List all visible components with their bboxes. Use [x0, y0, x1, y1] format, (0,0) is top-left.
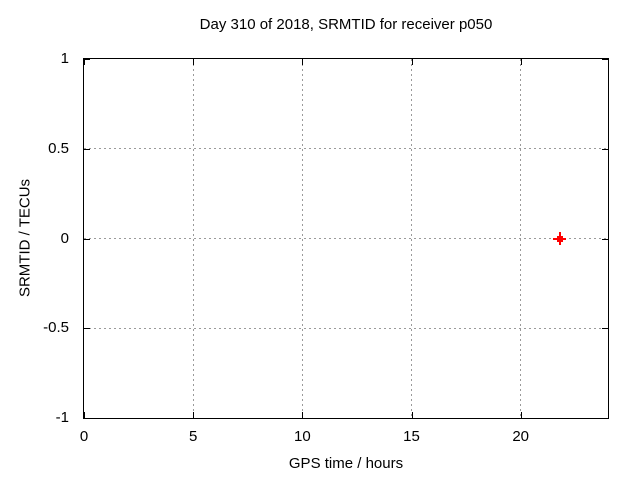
y-tick-mark — [84, 148, 90, 150]
y-tick-mark — [84, 328, 90, 330]
x-tick-mark — [520, 412, 522, 418]
x-tick-mark — [84, 59, 85, 65]
y-tick-label: 1 — [60, 50, 69, 67]
x-tick-mark — [193, 412, 195, 418]
gridline-horizontal — [84, 238, 608, 239]
y-tick-mark — [602, 148, 608, 150]
gridline-horizontal — [84, 327, 608, 329]
y-tick-mark — [602, 238, 608, 240]
plot-area — [83, 58, 609, 419]
y-tick-label: 0 — [60, 229, 69, 247]
x-tick-mark — [302, 412, 304, 418]
y-tick-label: -1 — [55, 409, 69, 426]
x-tick-label: 20 — [512, 428, 529, 445]
x-axis-label: GPS time / hours — [288, 455, 404, 472]
x-tick-label: 10 — [293, 428, 311, 445]
x-tick-label: 0 — [79, 428, 89, 445]
x-tick-mark — [411, 59, 413, 65]
y-tick-mark — [84, 418, 90, 419]
x-tick-mark — [520, 59, 522, 65]
x-tick-mark — [193, 59, 195, 65]
x-tick-mark — [84, 412, 85, 418]
y-tick-mark — [602, 418, 608, 419]
y-tick-mark — [84, 238, 90, 240]
y-tick-label: 0.5 — [48, 139, 69, 157]
y-tick-mark — [602, 59, 608, 60]
x-tick-mark — [302, 59, 304, 65]
x-tick-label: 5 — [188, 428, 198, 445]
y-tick-label: -0.5 — [43, 319, 69, 337]
y-tick-mark — [602, 328, 608, 330]
y-tick-mark — [84, 59, 90, 60]
data-point-marker — [556, 235, 563, 242]
gridline-horizontal — [84, 148, 608, 150]
x-tick-label: 15 — [403, 428, 420, 445]
chart-title: Day 310 of 2018, SRMTID for receiver p05… — [199, 16, 493, 33]
x-tick-mark — [411, 412, 413, 418]
